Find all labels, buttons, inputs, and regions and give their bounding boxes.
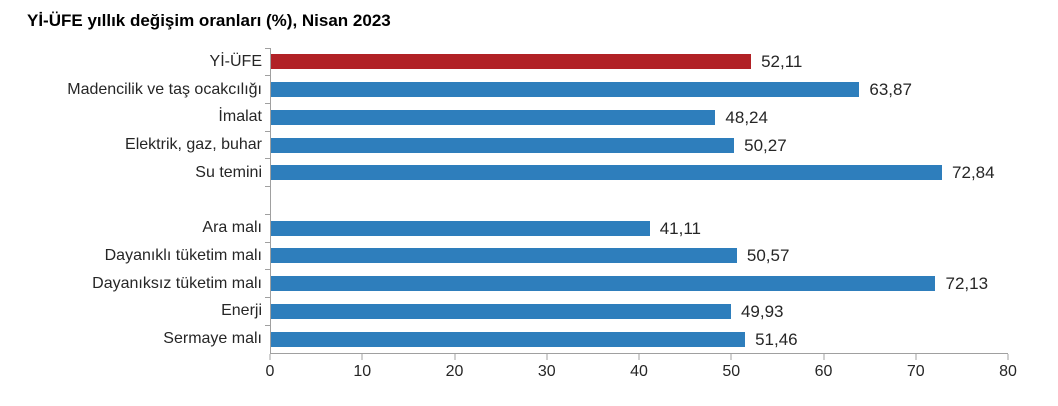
bar (271, 331, 746, 347)
y-axis-tick (265, 75, 271, 77)
x-axis-tick (269, 354, 271, 360)
x-axis-tick (546, 354, 548, 360)
x-axis-tick (915, 354, 917, 360)
value-label: 49,93 (740, 301, 784, 321)
y-axis-tick (265, 130, 271, 132)
chart-row: Sermaye malı 51,46 (163, 324, 1008, 353)
category-label: Yİ-ÜFE (209, 52, 262, 70)
chart-title: Yİ-ÜFE yıllık değişim oranları (%), Nisa… (27, 11, 391, 30)
chart-row: Su temini 72,84 (195, 158, 1008, 187)
chart-row: Elektrik, gaz, buhar 50,27 (125, 130, 1008, 159)
y-axis-tick (265, 102, 271, 104)
plot-area: Yİ-ÜFE 52,11 Madencilik ve taş ocakcılığı 6… (67, 47, 1008, 354)
x-axis-tick (1007, 354, 1009, 360)
y-axis-tick (265, 213, 271, 215)
chart-row: Enerji 49,93 (221, 296, 1008, 325)
category-label: Elektrik, gaz, buhar (125, 136, 262, 154)
value-label: 41,11 (659, 218, 701, 238)
chart-row: Dayanıklı tüketim malı 50,57 (105, 241, 1008, 270)
value-label: 72,84 (952, 163, 995, 183)
bar (271, 137, 735, 153)
chart-row: Ara malı 41,11 (202, 213, 1008, 242)
bar (271, 303, 731, 319)
category-label: Dayanıklı tüketim malı (104, 246, 262, 264)
bar (271, 220, 650, 236)
value-label: 48,24 (725, 107, 768, 127)
x-axis: 0 10 20 30 40 50 60 70 80 (266, 354, 1017, 398)
category-label: Sermaye malı (163, 330, 262, 348)
x-tick-label: 70 (906, 363, 925, 380)
y-axis-tick (265, 47, 271, 49)
x-axis-tick (361, 354, 363, 360)
y-axis-tick (265, 241, 271, 243)
y-axis-tick (265, 324, 271, 326)
bar (271, 248, 737, 264)
chart-row: Yİ-ÜFE 52,11 (210, 47, 1008, 76)
x-axis-tick (730, 354, 732, 360)
x-tick-label: 60 (814, 363, 833, 380)
category-label: Dayanıksız tüketim malı (92, 274, 262, 292)
x-tick-label: 30 (537, 363, 556, 380)
y-axis-tick (265, 158, 271, 160)
y-axis-tick (265, 269, 271, 271)
chart-row-spacer (265, 186, 1008, 215)
value-label: 50,57 (746, 246, 790, 266)
bar (271, 82, 860, 98)
category-label: Enerji (221, 302, 262, 320)
chart-row: Dayanıksız tüketim malı 72,13 (92, 269, 1008, 298)
category-label: Madencilik ve taş ocakcılığı (67, 80, 262, 98)
bar (271, 276, 936, 292)
x-tick-label: 40 (630, 363, 648, 380)
value-label: 50,27 (744, 135, 787, 155)
x-axis-tick (823, 354, 824, 360)
x-tick-label: 10 (353, 363, 372, 380)
value-label: 51,46 (755, 329, 798, 349)
x-tick-label: 80 (999, 363, 1017, 380)
value-label: 63,87 (869, 80, 912, 100)
x-tick-label: 50 (722, 363, 741, 380)
y-axis-tick (265, 186, 271, 188)
chart-row: Madencilik ve taş ocakcılığı 63,87 (67, 75, 1008, 104)
x-axis-tick (454, 354, 455, 360)
bar (271, 165, 943, 181)
value-label: 52,11 (761, 52, 803, 72)
x-tick-label: 0 (265, 363, 275, 380)
category-label: Ara malı (202, 219, 262, 237)
value-label: 72,13 (945, 274, 989, 294)
y-axis-tick (265, 296, 271, 298)
x-tick-label: 20 (445, 363, 464, 380)
category-label: İmalat (218, 108, 262, 126)
x-axis-tick (638, 354, 640, 360)
chart-row: İmalat 48,24 (218, 102, 1008, 131)
bar-highlighted (271, 54, 752, 70)
category-label: Su temini (195, 163, 262, 181)
bar (271, 109, 716, 125)
